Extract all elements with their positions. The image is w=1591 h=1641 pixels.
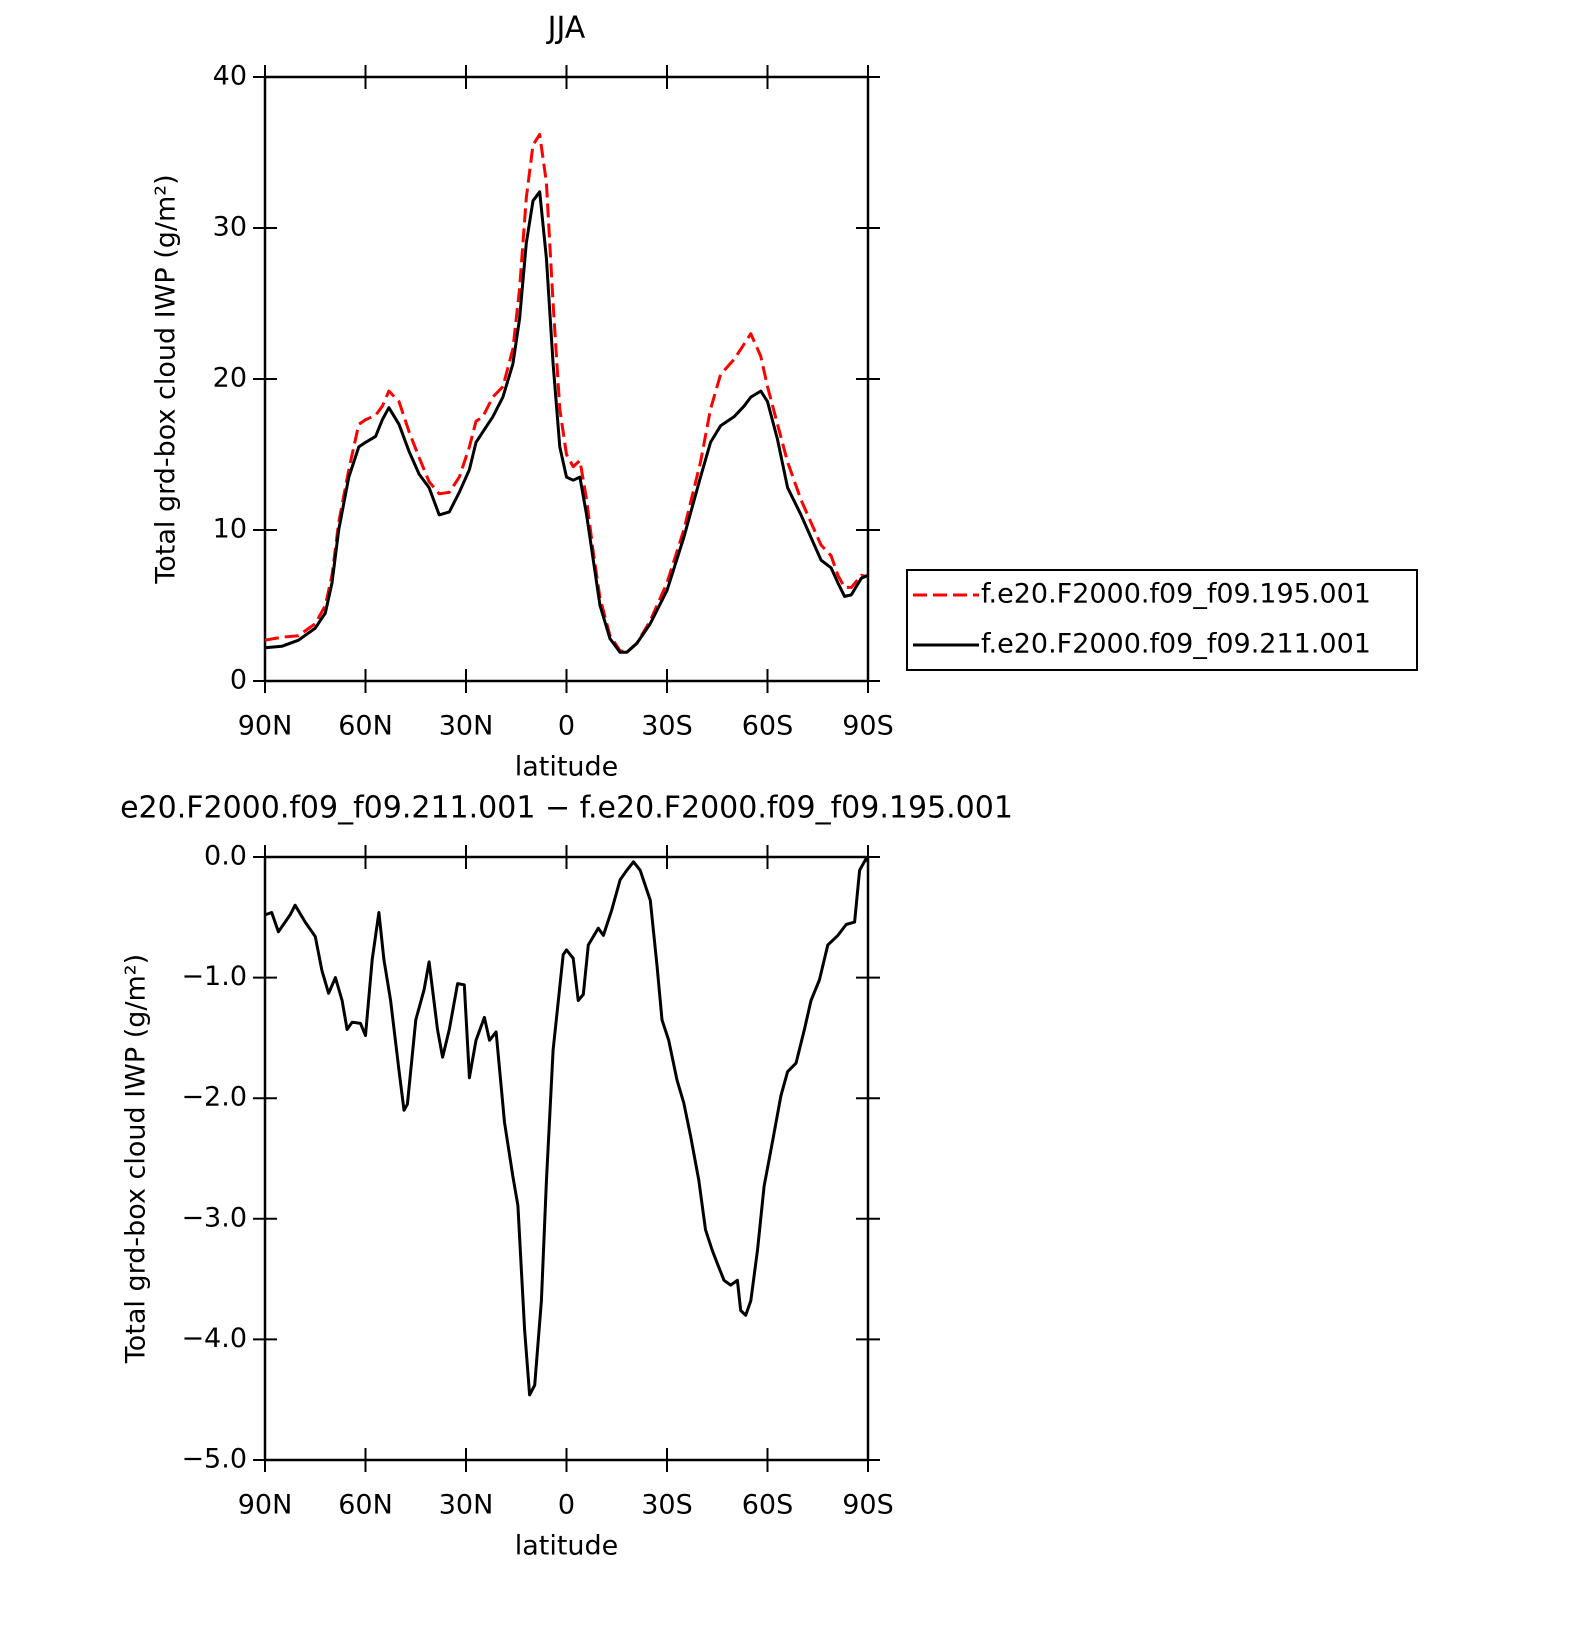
y-tick-label: −4.0 xyxy=(181,1323,247,1354)
y-axis-label: Total grd-box cloud IWP (g/m²) xyxy=(121,954,152,1364)
x-tick-label: 60N xyxy=(338,711,393,742)
y-tick-label: 40 xyxy=(213,61,247,92)
x-tick-label: 90N xyxy=(238,711,293,742)
plot-frame xyxy=(263,855,870,1462)
data-line xyxy=(264,132,869,654)
legend-box xyxy=(906,569,1418,671)
y-tick-label: −1.0 xyxy=(181,961,247,992)
x-axis-label: latitude xyxy=(515,752,619,783)
y-tick-label: 0.0 xyxy=(204,841,247,872)
y-tick-label: 10 xyxy=(213,514,247,545)
x-tick-label: 60S xyxy=(742,1490,794,1521)
x-tick-label: 30S xyxy=(641,1490,693,1521)
legend-label: f.e20.F2000.f09_f09.211.001 xyxy=(981,629,1371,660)
y-tick-label: −5.0 xyxy=(181,1444,247,1475)
data-line xyxy=(264,856,870,1397)
y-axis-label: Total grd-box cloud IWP (g/m²) xyxy=(151,174,182,584)
plot-frame xyxy=(263,75,870,683)
legend-label: f.e20.F2000.f09_f09.195.001 xyxy=(981,579,1371,610)
chart-title: JJA xyxy=(546,11,586,46)
x-tick-label: 30S xyxy=(641,711,693,742)
x-tick-label: 90S xyxy=(842,711,894,742)
y-tick-label: 20 xyxy=(213,363,247,394)
x-tick-label: 90N xyxy=(238,1490,293,1521)
y-tick-label: 0 xyxy=(230,665,247,696)
x-tick-label: 0 xyxy=(558,711,575,742)
x-tick-label: 30N xyxy=(439,1490,494,1521)
x-tick-label: 90S xyxy=(842,1490,894,1521)
x-tick-label: 60N xyxy=(338,1490,393,1521)
data-line xyxy=(264,190,869,654)
y-tick-label: 30 xyxy=(213,212,247,243)
x-tick-label: 0 xyxy=(558,1490,575,1521)
y-tick-label: −2.0 xyxy=(181,1082,247,1113)
y-tick-label: −3.0 xyxy=(181,1202,247,1233)
x-tick-label: 60S xyxy=(742,711,794,742)
x-axis-label: latitude xyxy=(515,1531,619,1562)
x-tick-label: 30N xyxy=(439,711,494,742)
chart-title: e20.F2000.f09_f09.211.001 − f.e20.F2000.… xyxy=(120,791,1013,826)
